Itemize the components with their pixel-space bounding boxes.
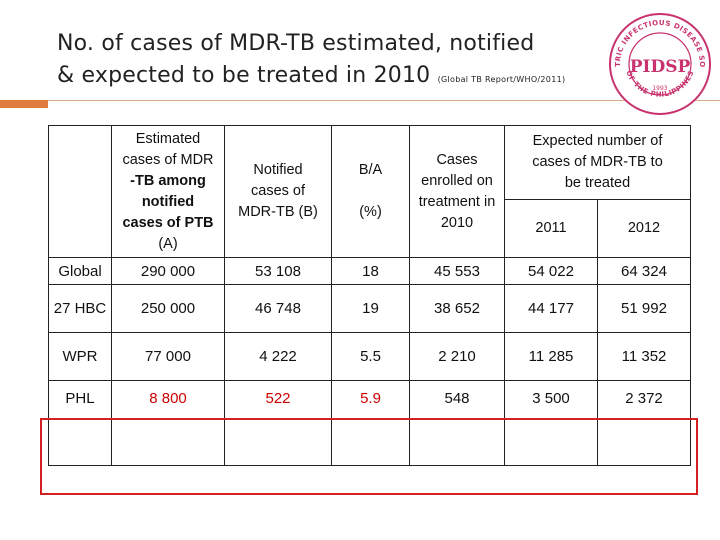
cell-estimated: 8 800 [111, 380, 225, 466]
row-label: Global [48, 257, 112, 285]
cell-ba: 5.5 [331, 332, 410, 381]
pidsp-logo: PEDIATRIC INFECTIOUS DISEASE SOCIETY OF … [606, 10, 711, 115]
row-label: 27 HBC [48, 284, 112, 333]
cell-enrolled: 548 [409, 380, 505, 466]
table-row: WPR 77 000 4 222 5.5 2 210 11 285 11 352 [48, 332, 691, 381]
source-note: (Global TB Report/WHO/2011) [437, 75, 566, 84]
cell-2012: 11 352 [597, 332, 691, 381]
cell-estimated: 77 000 [111, 332, 225, 381]
cell-2012: 2 372 [597, 380, 691, 466]
title-line-2-text: & expected to be treated in 2010 [57, 63, 431, 88]
title-line-2: & expected to be treated in 2010 (Global… [57, 60, 617, 96]
accent-bar [0, 100, 48, 108]
mdr-tb-table: Estimated cases of MDR -TB among notifie… [48, 125, 691, 466]
header-row: Estimated cases of MDR -TB among notifie… [48, 125, 691, 258]
cell-notified: 46 748 [224, 284, 332, 333]
logo-year: 1993 [652, 85, 667, 92]
header-estimated: Estimated cases of MDR -TB among notifie… [111, 125, 225, 258]
cell-ba: 19 [331, 284, 410, 333]
header-empty [48, 125, 112, 258]
cell-notified: 53 108 [224, 257, 332, 285]
row-label: WPR [48, 332, 112, 381]
cell-notified: 4 222 [224, 332, 332, 381]
cell-enrolled: 45 553 [409, 257, 505, 285]
table-row: 27 HBC 250 000 46 748 19 38 652 44 177 5… [48, 284, 691, 333]
header-enrolled: Cases enrolled on treatment in 2010 [409, 125, 505, 258]
cell-notified: 522 [224, 380, 332, 466]
cell-2012: 64 324 [597, 257, 691, 285]
header-2011: 2011 [504, 199, 598, 258]
cell-enrolled: 38 652 [409, 284, 505, 333]
row-label: PHL [48, 380, 112, 466]
cell-enrolled: 2 210 [409, 332, 505, 381]
header-ba: B/A (%) [331, 125, 410, 258]
cell-2012: 51 992 [597, 284, 691, 333]
cell-ba: 18 [331, 257, 410, 285]
cell-estimated: 290 000 [111, 257, 225, 285]
phl-highlight-box [40, 418, 698, 495]
header-expected: Expected number of cases of MDR-TB to be… [504, 125, 691, 200]
table-row-phl: PHL 8 800 522 5.9 548 3 500 2 372 [48, 380, 691, 466]
cell-2011: 54 022 [504, 257, 598, 285]
logo-initials: PIDSP [630, 57, 691, 77]
table-row: Global 290 000 53 108 18 45 553 54 022 6… [48, 257, 691, 285]
header-2012: 2012 [597, 199, 691, 258]
cell-2011: 3 500 [504, 380, 598, 466]
cell-2011: 11 285 [504, 332, 598, 381]
header-notified: Notified cases of MDR-TB (B) [224, 125, 332, 258]
title-line-1: No. of cases of MDR-TB estimated, notifi… [57, 31, 535, 56]
accent-divider [48, 100, 720, 101]
cell-estimated: 250 000 [111, 284, 225, 333]
cell-2011: 44 177 [504, 284, 598, 333]
slide-title: No. of cases of MDR-TB estimated, notifi… [57, 28, 617, 96]
